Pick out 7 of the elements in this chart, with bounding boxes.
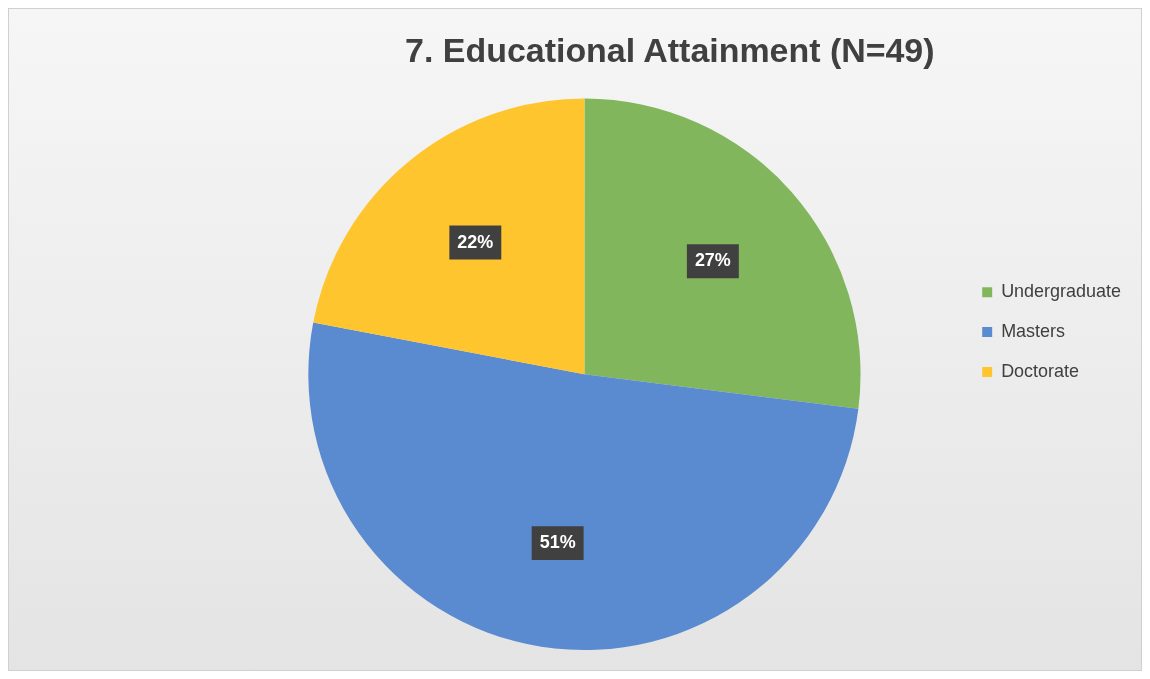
legend-label: Undergraduate [1001,281,1121,302]
legend-label: Masters [1001,320,1066,341]
data-label: 22% [457,231,494,252]
data-label: 27% [694,250,731,271]
data-label: 51% [539,532,576,553]
legend-label: Doctorate [1001,360,1079,381]
chart-title: 7. Educational Attainment (N=49) [405,30,935,69]
